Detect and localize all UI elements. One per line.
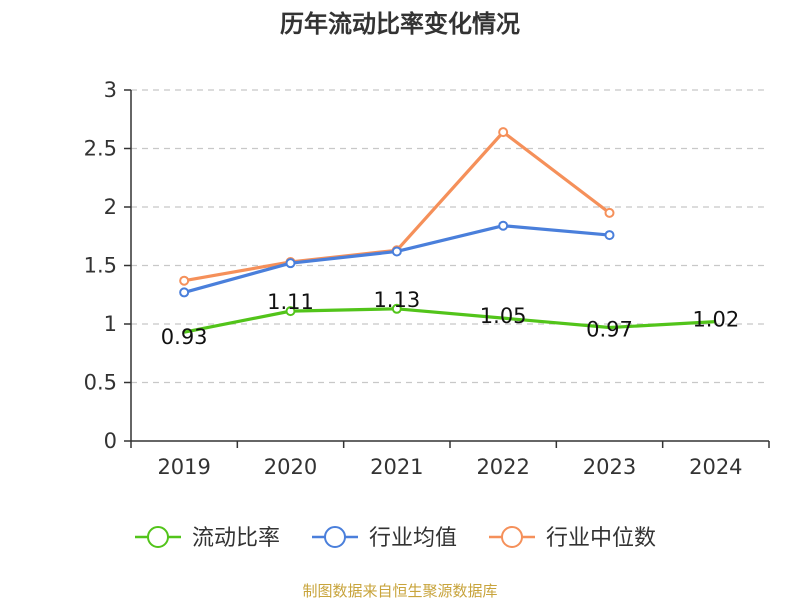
data-label: 0.97 [586,318,633,342]
data-point [285,306,296,317]
x-tick-label: 2023 [583,455,636,479]
x-tick-label: 2020 [264,455,317,479]
legend-marker [324,526,346,548]
data-point [179,287,190,298]
x-tick-label: 2024 [689,455,742,479]
y-tick-label: 1.5 [84,254,117,278]
y-tick-label: 0.5 [84,371,117,395]
y-tick-label: 2.5 [84,137,117,161]
y-tick-label: 1 [104,312,117,336]
y-tick-label: 3 [104,78,117,102]
legend-label: 流动比率 [192,526,280,551]
y-ticks: 0 0.5 1 1.5 2 2.5 3 [84,78,131,453]
x-tick-label: 2019 [157,455,210,479]
legend-marker [147,526,169,548]
data-point [604,207,615,218]
data-point [498,127,509,138]
legend-marker [501,526,523,548]
data-label: 1.02 [692,308,739,332]
data-point [498,220,509,231]
data-point [391,303,402,314]
data-point [604,230,615,241]
series-line [183,307,716,334]
series-line [183,224,610,294]
legend-label: 行业均值 [369,526,457,551]
data-label: 1.11 [267,290,314,314]
data-label: 0.93 [161,325,208,349]
x-ticks: 2019 2020 2021 2022 2023 2024 [130,441,770,479]
data-label: 1.05 [480,304,527,328]
y-tick-label: 2 [104,195,117,219]
source-note: 制图数据来自恒生聚源数据库 [302,582,497,600]
series-layer [179,127,716,334]
data-point [179,275,190,286]
x-tick-label: 2021 [370,455,423,479]
legend-label: 行业中位数 [546,526,656,551]
chart-title: 历年流动比率变化情况 [280,10,520,38]
x-tick-label: 2022 [476,455,529,479]
grid [131,89,769,384]
data-label: 1.13 [373,288,420,312]
data-point [391,246,402,257]
y-tick-label: 0 [104,429,117,453]
legend: 流动比率 行业均值 行业中位数 [135,526,656,551]
data-point [285,258,296,269]
data-labels: 0.93 1.11 1.13 1.05 0.97 1.02 [161,288,739,349]
